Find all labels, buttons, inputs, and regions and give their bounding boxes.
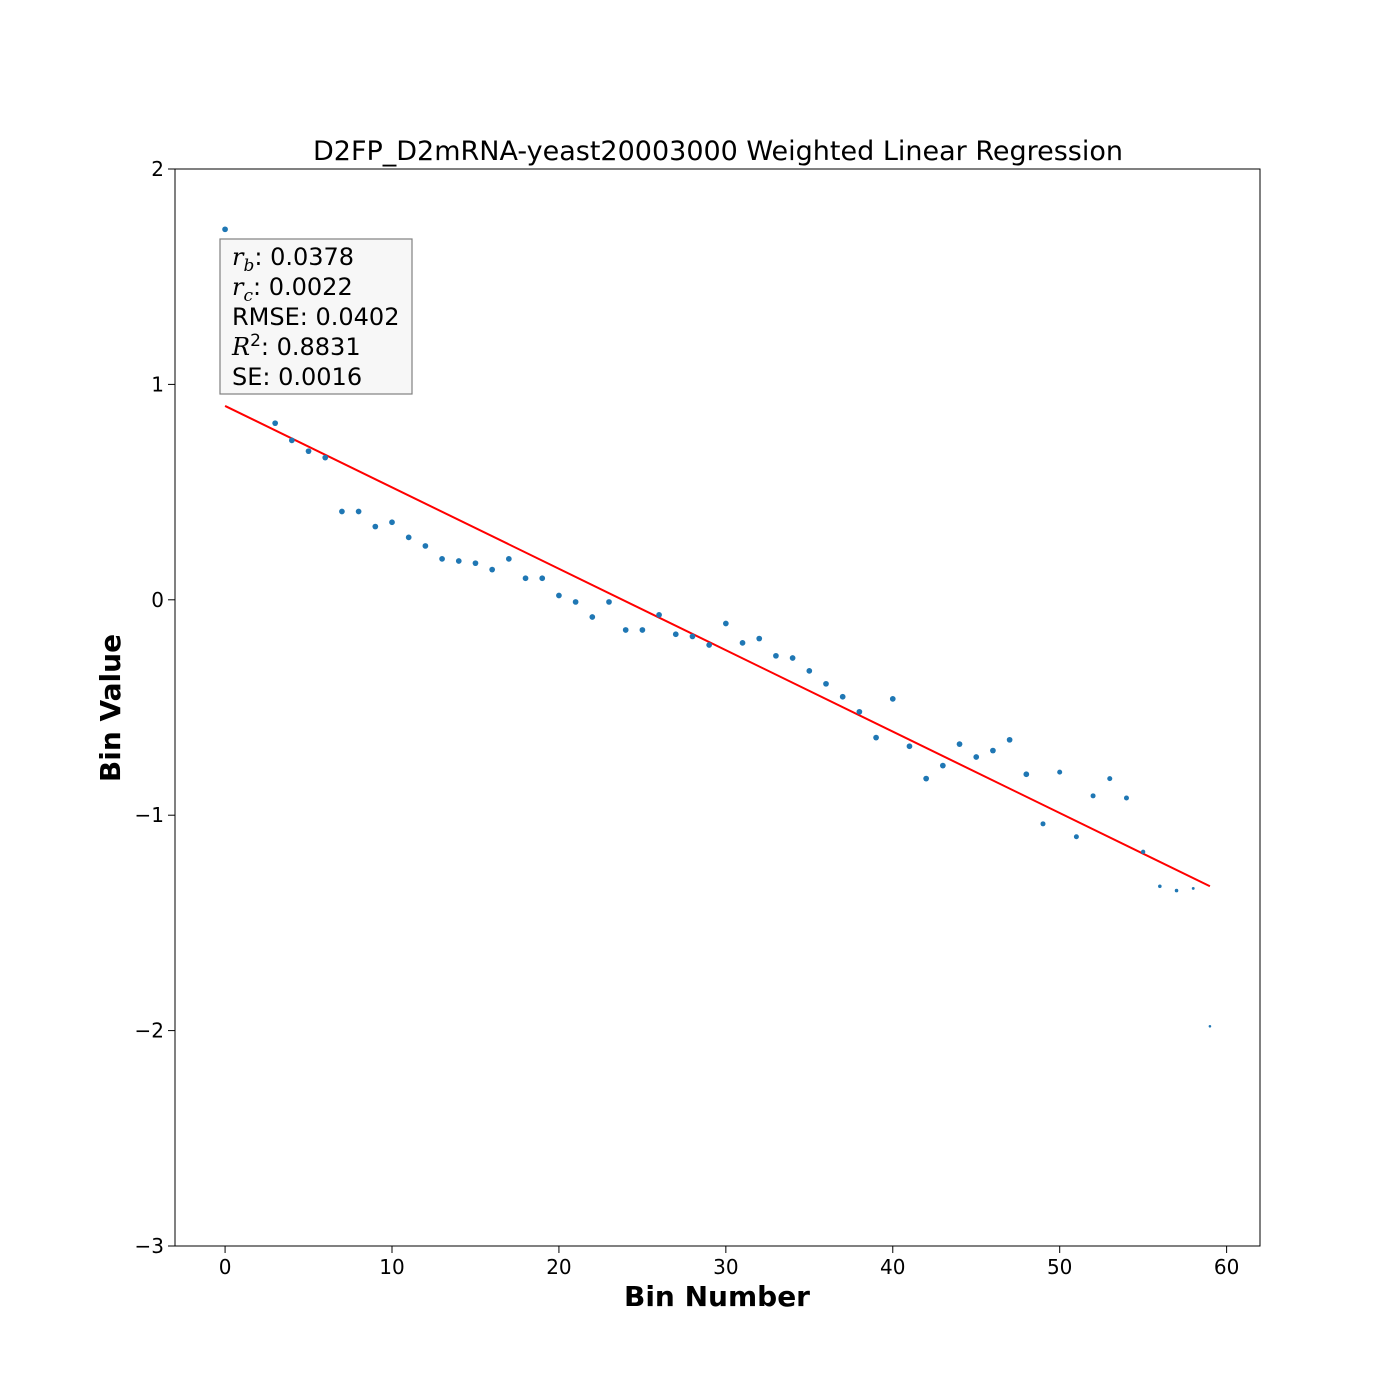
stats-line: rb: 0.0378 <box>232 243 354 276</box>
data-point <box>505 556 512 562</box>
plot-area-frame <box>174 168 1261 1247</box>
data-point <box>305 448 312 455</box>
data-point <box>589 614 596 620</box>
data-point <box>756 635 763 642</box>
y-tick-label: 2 <box>151 157 164 181</box>
data-point <box>1123 795 1129 801</box>
data-point <box>222 226 228 233</box>
data-point <box>1057 769 1063 775</box>
x-tick-label: 0 <box>219 1255 232 1279</box>
y-tick-label: −1 <box>135 803 164 827</box>
y-tick-label: 0 <box>151 588 164 612</box>
regression-line <box>224 405 1211 888</box>
data-point <box>322 454 329 461</box>
x-tick-label: 20 <box>546 1255 571 1279</box>
data-point <box>372 523 379 530</box>
data-point <box>1073 834 1079 840</box>
y-tick-label: 1 <box>151 372 164 396</box>
data-point <box>389 519 395 526</box>
stats-line: RMSE: 0.0402 <box>232 303 399 331</box>
regression-line-layer <box>224 405 1211 888</box>
chart-title: D2FP_D2mRNA-yeast20003000 Weighted Linea… <box>313 136 1123 167</box>
data-point <box>1006 736 1013 743</box>
data-point <box>789 655 796 661</box>
data-point <box>339 508 345 515</box>
data-point <box>1191 887 1195 890</box>
data-point <box>990 747 996 754</box>
x-tick-label: 30 <box>713 1255 738 1279</box>
x-tick-label: 60 <box>1214 1255 1239 1279</box>
data-point <box>539 575 546 582</box>
data-point <box>823 680 829 687</box>
data-point <box>923 775 930 782</box>
data-point <box>1107 776 1113 782</box>
data-point <box>472 560 479 567</box>
data-point <box>656 612 662 618</box>
x-tick-label: 40 <box>880 1255 905 1279</box>
data-point <box>522 575 529 582</box>
data-point <box>722 620 729 627</box>
data-point <box>272 420 279 427</box>
data-point <box>489 566 496 573</box>
data-point <box>773 652 779 659</box>
data-point <box>439 556 445 562</box>
data-point <box>873 734 879 741</box>
data-point <box>1174 888 1179 893</box>
data-point <box>1040 821 1046 827</box>
stats-line: rc: 0.0022 <box>232 273 353 306</box>
data-point <box>973 754 980 760</box>
data-point <box>1158 884 1162 889</box>
y-axis-title: Bin Value <box>94 634 127 782</box>
data-point <box>1141 849 1146 854</box>
data-point <box>906 743 913 750</box>
y-tick-label: −2 <box>135 1019 164 1043</box>
data-point <box>1090 793 1096 799</box>
data-point <box>405 534 412 541</box>
data-point <box>739 640 746 646</box>
data-point <box>889 696 896 702</box>
data-point <box>939 762 946 769</box>
data-point <box>672 631 679 638</box>
data-point <box>422 543 429 549</box>
stats-line: SE: 0.0016 <box>232 363 362 391</box>
y-axis: 2 1 0 −1 −2 −3 <box>135 157 175 1258</box>
y-tick-label: −3 <box>135 1234 164 1258</box>
data-point <box>1023 771 1030 778</box>
data-point <box>639 627 646 633</box>
data-point <box>606 599 612 605</box>
data-point <box>288 437 295 444</box>
data-point <box>455 558 462 564</box>
data-point <box>806 668 813 674</box>
stats-box-background <box>219 238 413 395</box>
x-axis-title: Bin Number <box>624 1280 810 1313</box>
data-point <box>572 599 579 605</box>
data-point <box>1208 1025 1212 1028</box>
stats-line: R2: 0.8831 <box>231 331 361 361</box>
data-point <box>956 741 963 747</box>
data-point <box>556 592 562 599</box>
x-tick-label: 50 <box>1047 1255 1072 1279</box>
data-point <box>622 627 629 633</box>
x-tick-label: 10 <box>379 1255 404 1279</box>
data-points-layer <box>222 226 1212 1028</box>
data-point <box>689 633 696 640</box>
data-point <box>706 642 713 648</box>
x-axis: 0 10 20 30 40 50 60 <box>219 1246 1239 1279</box>
data-point <box>839 693 846 700</box>
data-point <box>856 708 863 715</box>
data-point <box>355 508 362 515</box>
